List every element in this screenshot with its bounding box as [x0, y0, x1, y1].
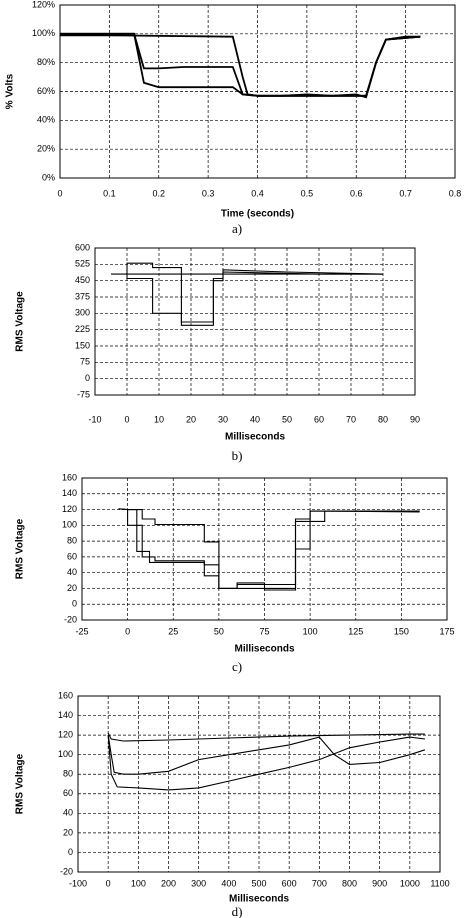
x-tick-label: 70 [346, 414, 356, 424]
x-axis-title: Milliseconds [229, 894, 289, 905]
y-tick-label: 140 [58, 710, 73, 720]
x-tick-label: 0 [57, 188, 62, 198]
y-tick-label: 0 [68, 847, 73, 857]
y-tick-label: 20 [67, 583, 77, 593]
x-tick-label: 0 [106, 878, 111, 888]
x-tick-label: 100 [303, 626, 318, 636]
x-tick-label: 600 [282, 878, 297, 888]
x-tick-label: 0.1 [103, 188, 116, 198]
y-tick-label: 0% [42, 172, 55, 182]
series-line [126, 262, 384, 323]
caption: d) [232, 904, 243, 918]
x-axis-title: Milliseconds [225, 432, 285, 443]
x-tick-label: 0 [125, 626, 130, 636]
x-tick-label: 0.5 [301, 188, 314, 198]
y-tick-label: 80 [67, 535, 77, 545]
y-tick-label: 150 [75, 340, 90, 350]
y-tick-label: -20 [60, 866, 73, 876]
x-tick-label: 50 [214, 626, 224, 636]
y-tick-label: 80% [37, 57, 55, 67]
x-tick-label: 50 [282, 414, 292, 424]
y-tick-label: 225 [75, 324, 90, 334]
y-tick-label: 120% [32, 0, 55, 9]
x-tick-label: 40 [250, 414, 260, 424]
caption: c) [232, 659, 242, 674]
y-tick-label: 140 [62, 488, 77, 498]
y-axis-title: RMS Voltage [15, 291, 26, 352]
x-axis-title: Time (seconds) [221, 209, 294, 220]
y-axis-title: RMS Voltage [15, 518, 26, 579]
caption: b) [232, 448, 243, 463]
x-tick-label: 700 [312, 878, 327, 888]
x-axis-title: Milliseconds [234, 644, 294, 655]
y-tick-label: 60% [37, 86, 55, 96]
x-tick-label: -25 [75, 626, 88, 636]
x-tick-label: 30 [218, 414, 228, 424]
y-tick-label: 160 [62, 472, 77, 482]
x-tick-label: 60 [314, 414, 324, 424]
y-tick-label: 120 [58, 729, 73, 739]
y-axis-title: % Volts [5, 73, 16, 109]
x-tick-label: 0.6 [350, 188, 363, 198]
series-line [60, 34, 421, 99]
y-tick-label: 60 [67, 551, 77, 561]
series-line [126, 271, 383, 326]
y-tick-label: 60 [63, 788, 73, 798]
y-tick-label: 20% [37, 144, 55, 154]
series-line [107, 732, 425, 742]
y-tick-label: 375 [75, 291, 90, 301]
x-tick-label: 1000 [400, 878, 420, 888]
y-tick-label: 600 [75, 242, 90, 252]
x-tick-label: 10 [154, 414, 164, 424]
y-tick-label: 80 [63, 769, 73, 779]
x-tick-label: 900 [372, 878, 387, 888]
x-tick-label: 1100 [430, 878, 449, 888]
x-tick-label: 800 [342, 878, 357, 888]
y-tick-label: 40 [63, 808, 73, 818]
y-tick-label: 525 [75, 259, 90, 269]
x-tick-label: 125 [348, 626, 363, 636]
y-tick-label: 0 [72, 599, 77, 609]
x-tick-label: 200 [161, 878, 176, 888]
y-tick-label: 40% [37, 115, 55, 125]
x-tick-label: 0.2 [152, 188, 165, 198]
y-tick-label: -75 [77, 389, 90, 399]
x-tick-label: 0.7 [399, 188, 412, 198]
y-tick-label: 40 [67, 567, 77, 577]
y-tick-label: 300 [75, 308, 90, 318]
x-tick-label: 175 [439, 626, 454, 636]
x-tick-label: 150 [394, 626, 409, 636]
y-tick-label: 75 [80, 357, 90, 367]
x-tick-label: 75 [259, 626, 269, 636]
x-tick-label: 0.3 [202, 188, 215, 198]
x-tick-label: 0.8 [449, 188, 462, 198]
x-tick-label: 500 [251, 878, 266, 888]
x-tick-label: -10 [88, 414, 101, 424]
x-tick-label: 300 [191, 878, 206, 888]
x-tick-label: 90 [410, 414, 420, 424]
y-tick-label: 160 [58, 690, 73, 700]
x-tick-label: 25 [168, 626, 178, 636]
series-line [107, 735, 426, 775]
x-tick-label: 20 [186, 414, 196, 424]
y-axis-title: RMS Voltage [15, 753, 26, 814]
y-tick-label: 100 [58, 749, 73, 759]
x-tick-label: 0 [124, 414, 129, 424]
caption: a) [232, 221, 242, 236]
x-tick-label: 0.4 [251, 188, 264, 198]
series-line [127, 509, 420, 591]
y-tick-label: 100 [62, 520, 77, 530]
y-tick-label: 100% [32, 28, 55, 38]
series-line [107, 735, 425, 791]
y-tick-label: -20 [64, 614, 77, 624]
x-tick-label: -100 [69, 878, 87, 888]
y-tick-label: 450 [75, 275, 90, 285]
x-tick-label: 100 [131, 878, 146, 888]
y-tick-label: 120 [62, 504, 77, 514]
x-tick-label: 80 [378, 414, 388, 424]
y-tick-label: 0 [85, 373, 90, 383]
x-tick-label: 400 [221, 878, 236, 888]
y-tick-label: 20 [63, 827, 73, 837]
